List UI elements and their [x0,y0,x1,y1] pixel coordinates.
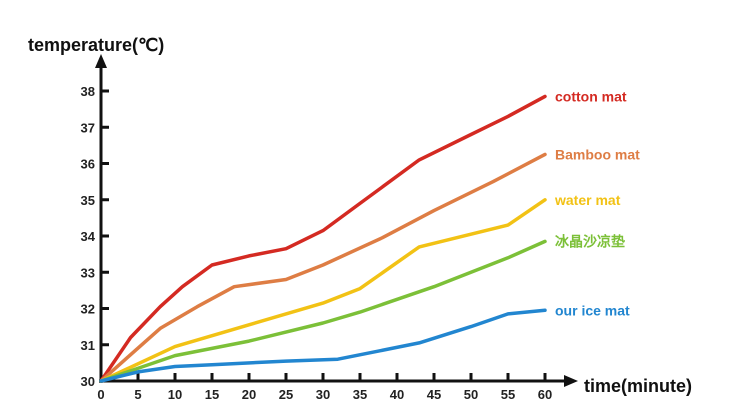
y-tick-label: 35 [81,193,95,208]
x-tick-label: 20 [242,387,256,402]
y-tick-label: 36 [81,157,95,172]
series-line [99,94,547,383]
x-tick-label: 35 [353,387,367,402]
series-line [99,152,547,383]
x-tick-label: 50 [464,387,478,402]
series-label: Bamboo mat [555,146,640,162]
axes: temperature(℃) time(minute) [28,35,692,396]
series-line [99,198,547,383]
x-tick-label: 0 [97,387,104,402]
x-tick-label: 55 [501,387,515,402]
series-label: 冰晶沙凉垫 [555,233,625,249]
x-tick-label: 10 [168,387,182,402]
y-tick-label: 32 [81,302,95,317]
series-labels: cotton mat Bamboo mat water mat 冰晶沙凉垫 our ic… [554,88,640,318]
y-axis-title: temperature(℃) [28,35,164,55]
series-label: our ice mat [555,302,630,318]
x-tick-label: 40 [390,387,404,402]
series-label: water mat [554,192,621,208]
series-line [99,308,547,383]
x-tick-label: 15 [205,387,219,402]
y-tick-label: 31 [81,338,95,353]
tick-marks: 30 31 32 33 34 35 36 37 38 0 5 10 15 20 25 30 35 40 45 50 55… [81,84,553,402]
series-label: cotton mat [555,88,627,104]
y-tick-label: 38 [81,84,95,99]
y-tick-label: 37 [81,120,95,135]
x-tick-label: 5 [134,387,141,402]
y-tick-label: 34 [81,229,96,244]
series-line [99,239,547,383]
y-tick-label: 30 [81,374,95,389]
x-tick-label: 25 [279,387,293,402]
y-tick-label: 33 [81,265,95,280]
x-axis-arrowhead [564,375,578,387]
series-lines [99,94,547,383]
x-tick-label: 45 [427,387,441,402]
x-tick-label: 60 [538,387,552,402]
y-axis-arrowhead [95,54,107,68]
x-axis-title: time(minute) [584,376,692,396]
x-tick-label: 30 [316,387,330,402]
